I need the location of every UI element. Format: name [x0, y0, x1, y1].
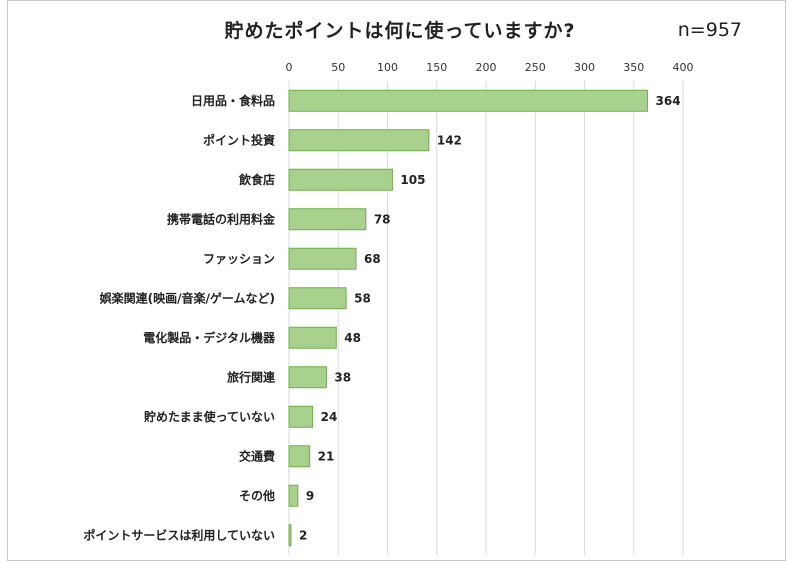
x-tick-label: 300 [574, 61, 595, 74]
data-label: 142 [437, 133, 462, 147]
bar [288, 89, 649, 112]
category-label: その他 [239, 488, 275, 503]
x-axis-ticks: 0 50 100 150 200 250 300 350 400 [286, 61, 694, 74]
x-tick-label: 350 [623, 61, 644, 74]
data-label: 58 [354, 291, 371, 305]
bar [288, 326, 337, 349]
bar [288, 168, 393, 191]
category-label: 電化製品・デジタル機器 [143, 330, 276, 345]
x-tick-label: 100 [377, 61, 398, 74]
x-tick-label: 50 [331, 61, 345, 74]
x-tick-label: 150 [426, 61, 447, 74]
sample-size-label: n=957 [677, 19, 742, 41]
category-label: 携帯電話の利用料金 [167, 211, 276, 226]
bar [288, 287, 347, 310]
bar [288, 208, 367, 231]
category-labels: 日用品・食料品ポイント投資飲食店携帯電話の利用料金ファッション娯楽関連(映画/音… [83, 93, 276, 543]
category-label: ファッション [203, 252, 275, 266]
bar [288, 405, 314, 428]
bar [288, 129, 430, 152]
category-label: 飲食店 [238, 172, 275, 187]
x-tick-label: 250 [525, 61, 546, 74]
data-label: 364 [656, 94, 681, 108]
x-tick-label: 200 [476, 61, 497, 74]
category-label: 交通費 [239, 448, 275, 463]
chart-title: 貯めたポイントは何に使っていますか? [224, 20, 576, 42]
data-label: 9 [306, 489, 314, 503]
category-label: 娯楽関連(映画/音楽/ゲームなど) [100, 290, 275, 305]
bar [288, 366, 327, 389]
category-label: ポイントサービスは利用していない [83, 527, 275, 542]
category-label: 旅行関連 [227, 369, 276, 384]
data-label: 2 [299, 528, 307, 542]
category-label: 貯めたまま使っていない [144, 409, 275, 424]
data-label: 105 [400, 173, 425, 187]
data-label: 38 [334, 370, 351, 384]
data-label: 24 [321, 410, 338, 424]
bar [288, 524, 292, 547]
data-label: 48 [344, 331, 361, 345]
bar [288, 247, 357, 270]
category-label: ポイント投資 [203, 132, 275, 147]
data-labels: 364 142 105 78 68 58 48 38 24 21 9 2 [299, 94, 681, 543]
x-tick-label: 0 [286, 61, 293, 74]
data-label: 68 [364, 252, 381, 266]
bar [288, 484, 299, 507]
x-tick-label: 400 [673, 61, 694, 74]
category-label: 日用品・食料品 [191, 93, 275, 108]
data-label: 78 [374, 212, 391, 226]
gridlines [288, 81, 684, 555]
data-label: 21 [318, 449, 335, 463]
bars [288, 89, 649, 547]
bar [288, 445, 311, 468]
